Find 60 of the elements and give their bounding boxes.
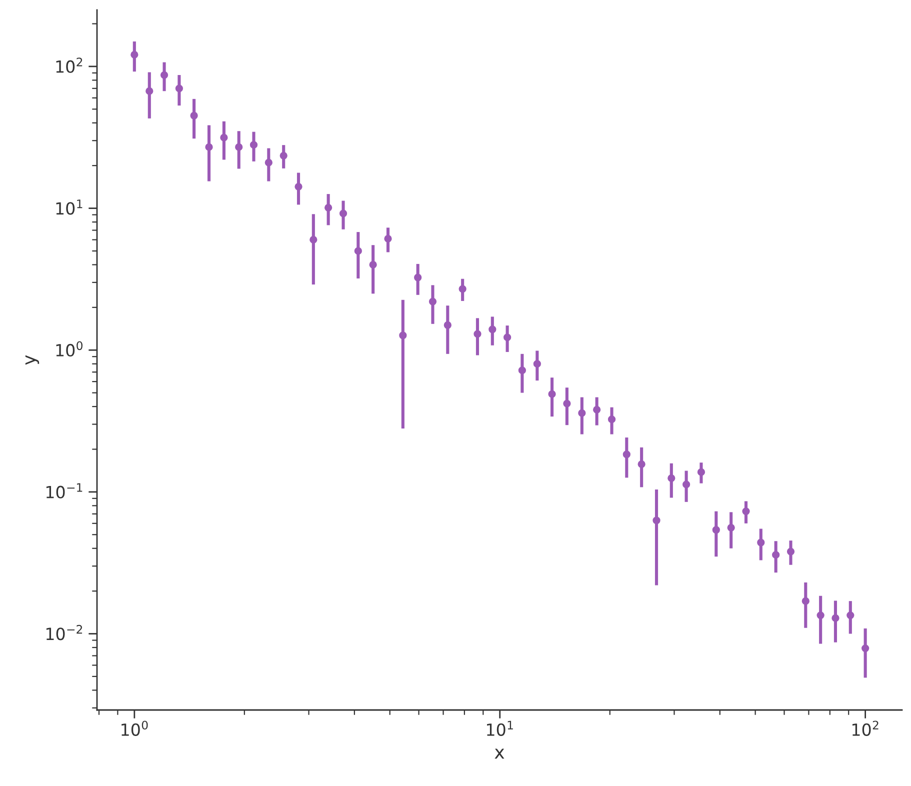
- point: [503, 334, 512, 342]
- y-tick-label: 10$^{2}$: [56, 58, 82, 73]
- point: [772, 551, 780, 559]
- point: [444, 321, 452, 329]
- point: [310, 236, 318, 244]
- point: [862, 644, 870, 652]
- point: [458, 285, 466, 293]
- point: [294, 182, 302, 190]
- y-tick-label: 10$^{−1}$: [46, 483, 82, 498]
- point: [548, 390, 556, 398]
- point: [578, 409, 586, 417]
- point: [235, 143, 243, 151]
- point: [205, 143, 213, 151]
- x-axis-title: x: [494, 748, 504, 759]
- point: [668, 474, 676, 482]
- point: [816, 611, 824, 620]
- point: [488, 326, 496, 334]
- point: [399, 332, 407, 340]
- point: [608, 416, 616, 424]
- point: [727, 524, 735, 532]
- point: [652, 516, 660, 524]
- y-tick-label: 10$^{0}$: [56, 341, 82, 357]
- point: [354, 247, 362, 255]
- point: [175, 84, 184, 92]
- point: [757, 538, 765, 546]
- point: [339, 210, 348, 218]
- point: [682, 480, 690, 488]
- x-tick-label: 10$^{0}$: [122, 720, 148, 736]
- point: [697, 468, 706, 476]
- point: [622, 450, 630, 458]
- point: [563, 400, 571, 408]
- point: [474, 330, 482, 338]
- point: [518, 366, 526, 374]
- point: [832, 614, 840, 622]
- point: [846, 611, 854, 620]
- point: [428, 298, 437, 306]
- x-tick-label: 10$^{2}$: [852, 720, 878, 736]
- point: [712, 526, 720, 534]
- point: [384, 234, 392, 243]
- x-tick-label: 10$^{1}$: [487, 720, 513, 736]
- point: [160, 71, 168, 79]
- y-axis-title: y: [25, 355, 40, 365]
- point: [190, 112, 198, 120]
- point: [786, 548, 795, 556]
- point: [742, 507, 750, 516]
- point: [130, 50, 138, 59]
- point: [369, 260, 377, 269]
- point: [414, 274, 422, 282]
- point: [280, 152, 288, 160]
- point: [250, 141, 258, 149]
- y-tick-label: 10$^{1}$: [56, 200, 82, 215]
- point: [533, 360, 541, 368]
- point: [146, 87, 154, 95]
- point: [220, 134, 228, 142]
- point: [802, 597, 810, 605]
- y-tick-label: 10$^{−2}$: [46, 624, 82, 640]
- point: [264, 158, 272, 166]
- point: [324, 204, 332, 212]
- point: [638, 460, 646, 468]
- point: [592, 406, 601, 414]
